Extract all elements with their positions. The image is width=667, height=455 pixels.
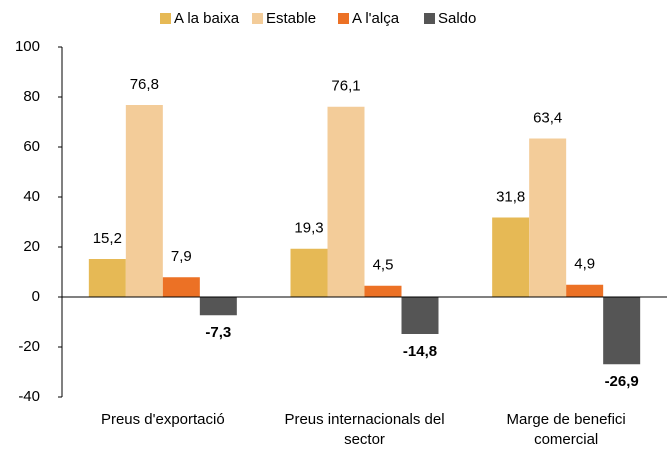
- y-tick-label: 100: [15, 38, 40, 55]
- value-label: 76,8: [130, 76, 159, 93]
- bar: [125, 105, 163, 297]
- y-tick-label: 20: [23, 238, 40, 255]
- value-label: 7,9: [171, 248, 192, 265]
- value-label: 19,3: [294, 220, 323, 237]
- bar: [162, 277, 200, 297]
- value-label: 4,9: [574, 256, 595, 273]
- x-tick-label: Marge de benefici comercial: [506, 411, 626, 448]
- legend-label: A la baixa: [174, 10, 240, 27]
- legend-label: A l'alça: [352, 10, 400, 27]
- legend-swatch: [424, 13, 435, 24]
- bar: [290, 248, 328, 297]
- legend-swatch: [252, 13, 263, 24]
- value-label: -14,8: [403, 343, 437, 360]
- bar: [199, 297, 237, 316]
- value-label: 31,8: [496, 188, 525, 205]
- bar: [364, 285, 402, 297]
- y-tick-label: 40: [23, 188, 40, 205]
- bar: [529, 138, 567, 297]
- x-tick-label: Preus internacionals del sector: [284, 411, 445, 448]
- value-label: 4,5: [373, 257, 394, 274]
- value-label: -7,3: [205, 324, 231, 341]
- bar: [401, 297, 439, 334]
- y-tick-label: 0: [32, 288, 40, 305]
- bar: [327, 106, 365, 297]
- bar: [603, 297, 641, 365]
- value-label: -26,9: [605, 373, 639, 390]
- legend-label: Estable: [266, 10, 316, 27]
- value-label: 15,2: [93, 230, 122, 247]
- bar: [566, 284, 604, 297]
- bar: [88, 259, 126, 297]
- y-tick-label: 60: [23, 138, 40, 155]
- value-label: 63,4: [533, 109, 562, 126]
- legend-swatch: [338, 13, 349, 24]
- y-tick-label: 80: [23, 88, 40, 105]
- y-tick-label: -20: [18, 338, 40, 355]
- value-label: 76,1: [331, 78, 360, 95]
- bar: [492, 217, 530, 297]
- legend-swatch: [160, 13, 171, 24]
- legend-label: Saldo: [438, 10, 476, 27]
- y-tick-label: -40: [18, 388, 40, 405]
- x-tick-label: Preus d'exportació: [100, 411, 225, 428]
